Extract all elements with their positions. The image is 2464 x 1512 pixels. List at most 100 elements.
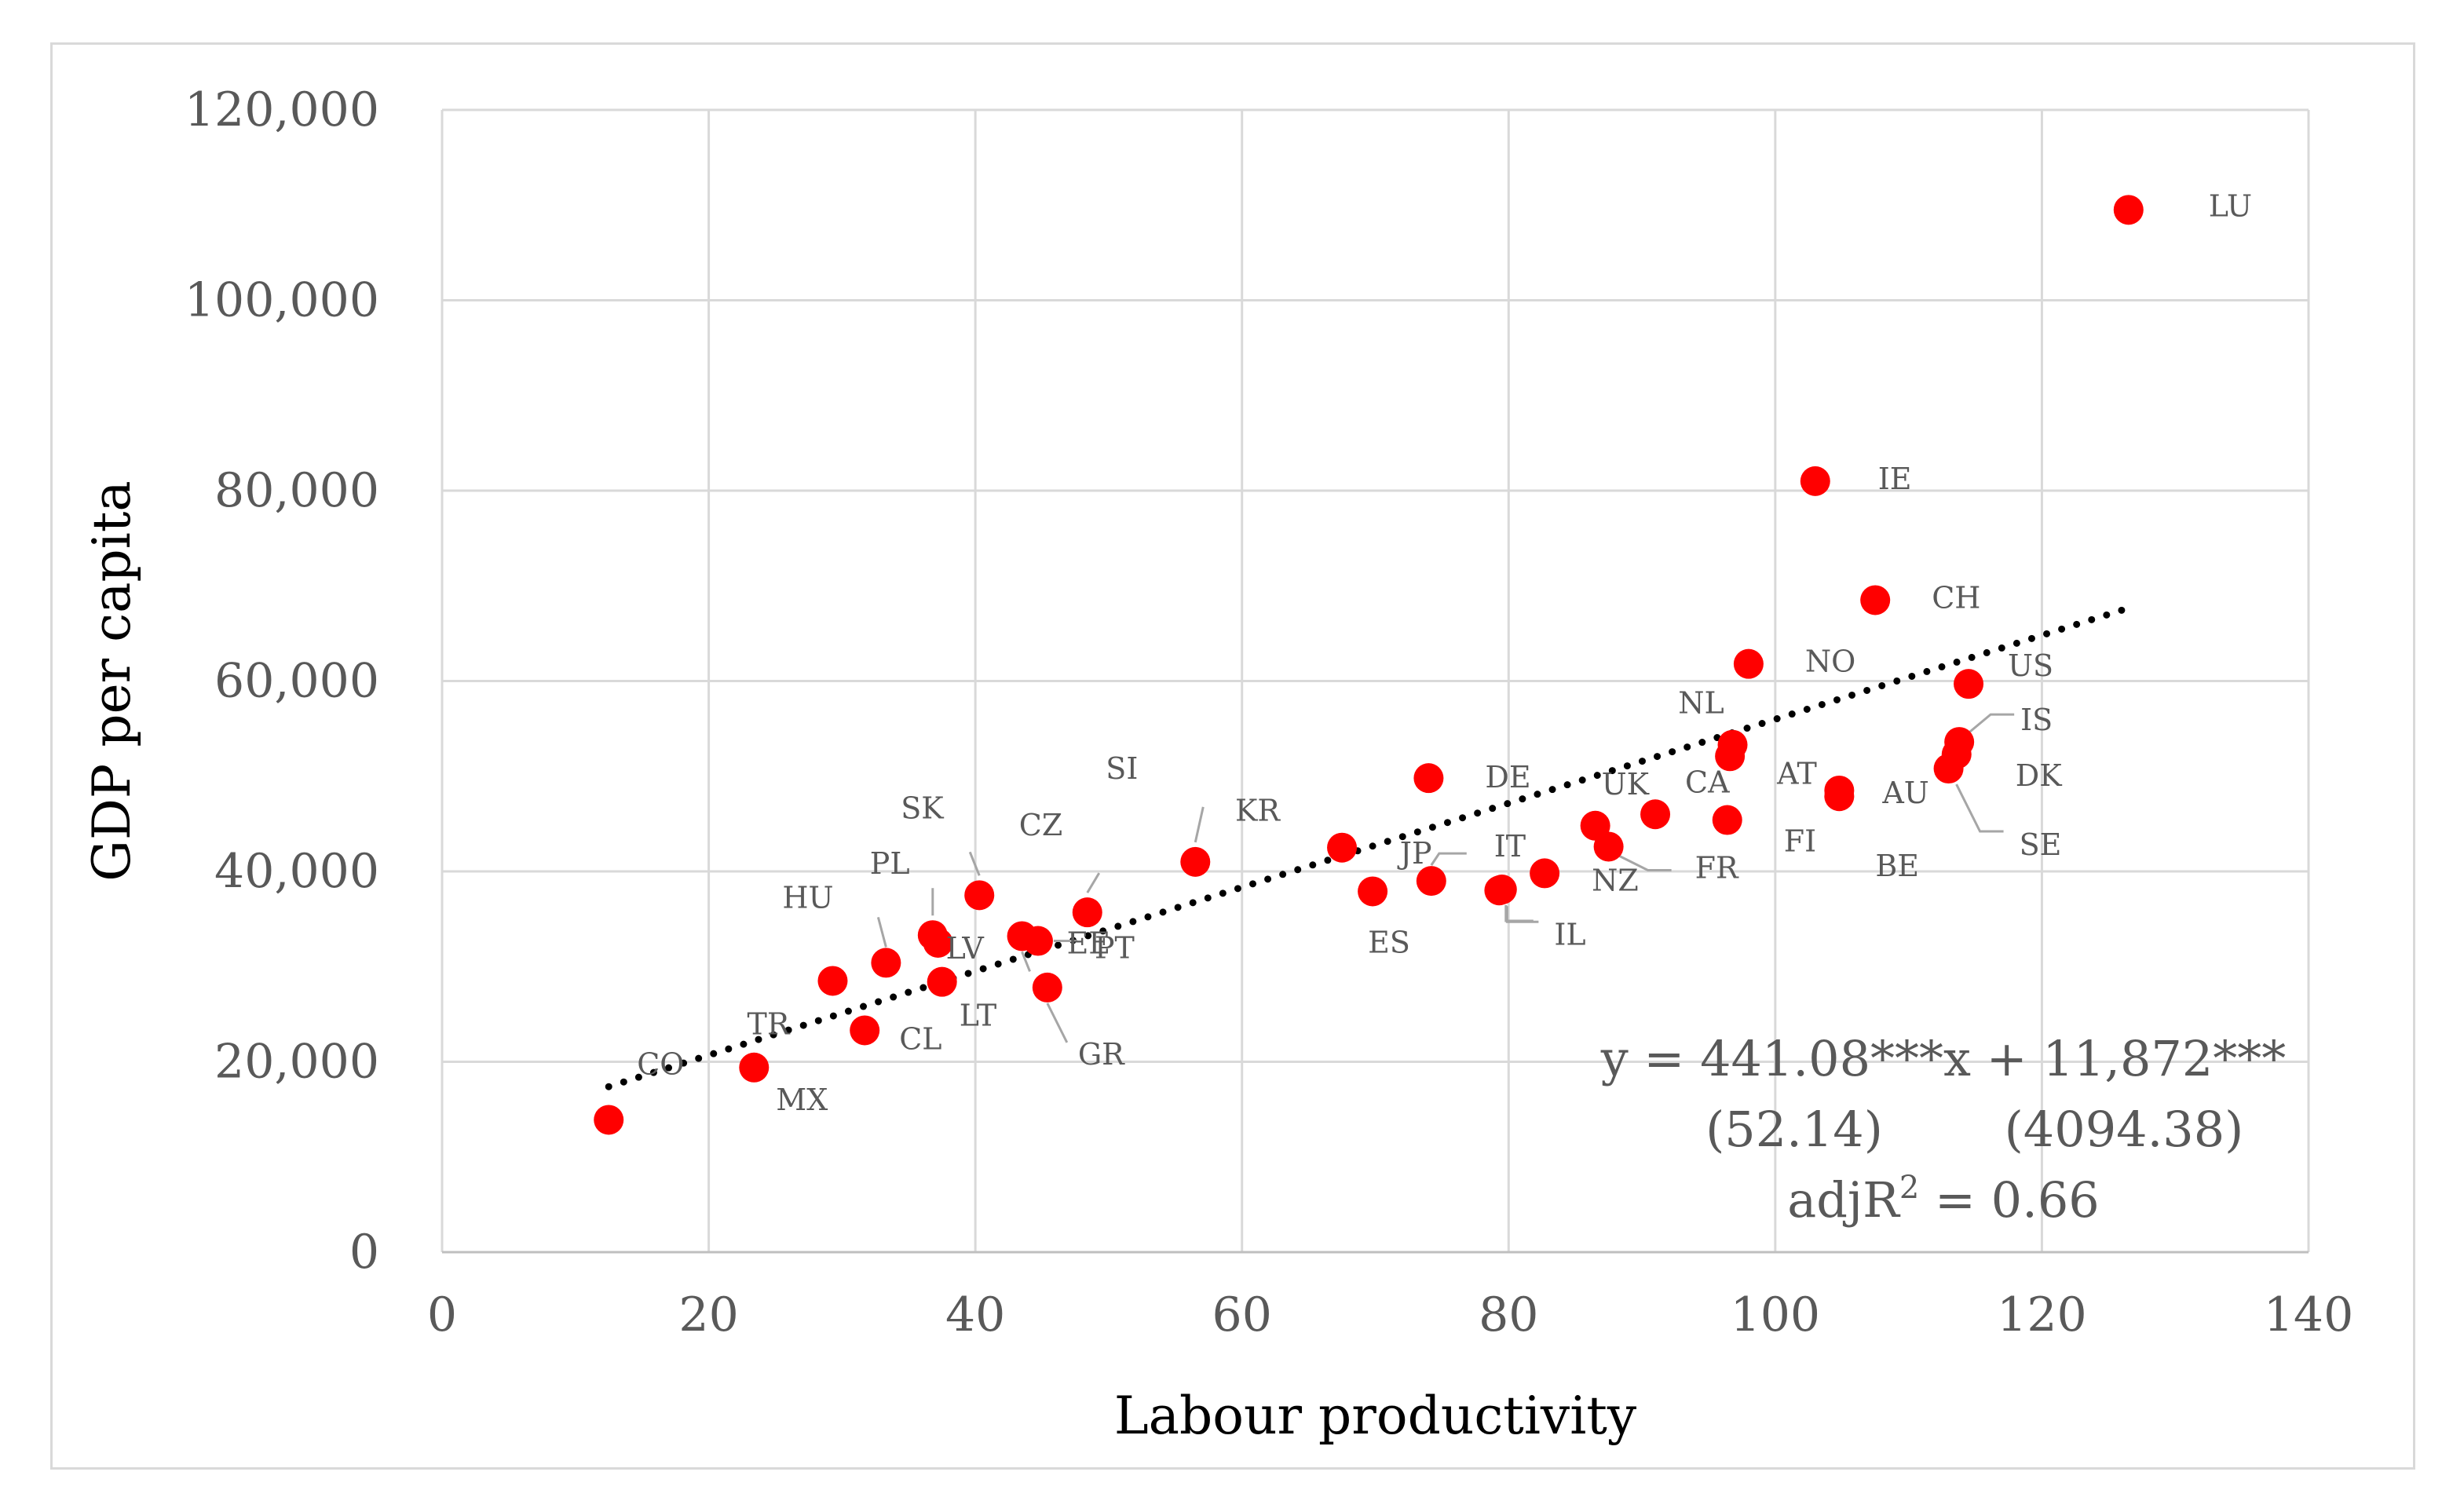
point-label-ca: CA (1685, 765, 1730, 799)
x-tick-label: 80 (1479, 1287, 1538, 1342)
point-label-jp: JP (1397, 836, 1432, 871)
data-point-cl (850, 1015, 880, 1046)
leader-line-si (1194, 806, 1205, 843)
x-tick-label: 0 (427, 1287, 457, 1342)
point-label-ch: CH (1932, 580, 1980, 615)
data-point-jp (1416, 866, 1446, 897)
point-label-de: DE (1485, 760, 1530, 794)
y-axis-title: GDP per capita (82, 480, 142, 881)
point-label-si: SI (1106, 751, 1138, 786)
point-label-se: SE (2020, 827, 2062, 862)
adjusted-r-squared: adjR2 = 0.66 (1787, 1170, 2099, 1229)
data-point-de (1413, 763, 1444, 794)
data-point-gr (1032, 972, 1062, 1003)
point-label-lu: LU (2209, 188, 2252, 223)
trendline-group (605, 604, 2133, 1090)
point-label-lt: LT (960, 999, 996, 1033)
data-point-ca (1640, 799, 1671, 830)
y-tick-label: 40,000 (214, 844, 379, 899)
point-label-au: AU (1881, 776, 1928, 810)
chart-frame (50, 42, 2415, 1470)
data-point-fi (1712, 805, 1742, 835)
data-point-ie (1800, 466, 1830, 496)
point-label-us: US (2008, 648, 2053, 683)
data-points (594, 195, 2144, 1135)
leader-line-fr (1615, 853, 1672, 871)
data-point-be (1824, 781, 1855, 812)
x-tick-label: 40 (945, 1287, 1005, 1342)
leader-line-hu (876, 917, 887, 948)
intercept-standard-error: (4094.38) (2005, 1101, 2244, 1158)
data-point-fr (1593, 831, 1624, 862)
y-tick-label: 80,000 (214, 463, 379, 518)
point-label-no: NO (1805, 645, 1855, 679)
point-label-ie: IE (1878, 462, 1912, 496)
x-axis-title: Labour productivity (1114, 1386, 1637, 1446)
data-point-at (1715, 741, 1746, 772)
point-label-it: IT (1494, 829, 1526, 864)
y-tick-label: 0 (349, 1225, 379, 1280)
x-tick-label: 20 (678, 1287, 738, 1342)
gridlines (442, 108, 2310, 1252)
data-point-sk (964, 880, 995, 911)
data-point-us (1954, 669, 1984, 699)
data-point-tr (817, 966, 848, 996)
leader-line-cz (1086, 872, 1101, 893)
data-point-il (1484, 875, 1515, 906)
leader-line-ee (1021, 951, 1031, 973)
point-label-kr: KR (1235, 794, 1281, 828)
data-point-kr (1327, 832, 1358, 863)
leader-lines (876, 713, 2015, 1043)
point-label-nz: NZ (1592, 863, 1639, 897)
leader-line-se (1955, 783, 2004, 833)
point-label-pl: PL (870, 846, 910, 881)
leader-line-gr (1046, 1003, 1069, 1043)
plot-area-border (441, 110, 2309, 1254)
data-point-co (594, 1105, 624, 1135)
x-axis-ticks: 0 20 40 60 80 100 120 140 (427, 1287, 2353, 1342)
data-point-nz (1530, 858, 1560, 889)
point-label-uk: UK (1602, 767, 1650, 802)
data-point-lu (2113, 195, 2144, 225)
point-label-co: CO (637, 1046, 684, 1081)
point-label-fr: FR (1695, 850, 1739, 885)
data-point-hu (871, 948, 901, 978)
y-tick-label: 120,000 (185, 82, 379, 137)
point-label-at: AT (1776, 756, 1817, 791)
data-point-pl (917, 920, 948, 951)
leader-line-il (1505, 906, 1539, 923)
data-point-cz (1072, 897, 1102, 928)
point-label-pt: PT (1095, 931, 1135, 966)
leader-line-is (1966, 713, 2015, 736)
y-tick-label: 20,000 (214, 1035, 379, 1090)
point-label-tr: TR (747, 1006, 790, 1041)
point-label-cz: CZ (1019, 808, 1062, 842)
leader-line-jp (1430, 852, 1467, 866)
leader-line-sk (968, 851, 981, 876)
y-tick-label: 60,000 (214, 654, 379, 709)
point-label-mx: MX (776, 1083, 828, 1117)
point-label-es: ES (1368, 925, 1410, 959)
point-label-nl: NL (1678, 686, 1724, 721)
equation-line: y = 441.08***x + 11,872*** (1600, 1030, 2287, 1087)
slope-standard-error: (52.14) (1705, 1101, 1883, 1158)
y-tick-label: 100,000 (185, 273, 379, 328)
data-point-es (1358, 876, 1388, 907)
point-label-lv: LV (946, 931, 985, 966)
point-label-be: BE (1875, 849, 1919, 883)
x-tick-label: 120 (1997, 1287, 2087, 1342)
data-point-no (1733, 648, 1764, 679)
data-point-se (1933, 754, 1964, 784)
x-tick-label: 100 (1731, 1287, 1821, 1342)
point-label-cl: CL (899, 1021, 941, 1056)
y-axis-ticks: 0 20,000 40,000 60,000 80,000 100,000 120,000 (185, 82, 379, 1280)
regression-equation: y = 441.08***x + 11,872*** (52.14) (4094… (1600, 1030, 2287, 1229)
point-label-sk: SK (901, 791, 944, 825)
data-point-si (1180, 846, 1211, 877)
trendline (605, 604, 2133, 1090)
data-point-ch (1860, 585, 1891, 615)
point-label-il: IL (1554, 917, 1585, 951)
point-label-ee: EE (1067, 926, 1110, 960)
point-label-gr: GR (1078, 1037, 1125, 1072)
